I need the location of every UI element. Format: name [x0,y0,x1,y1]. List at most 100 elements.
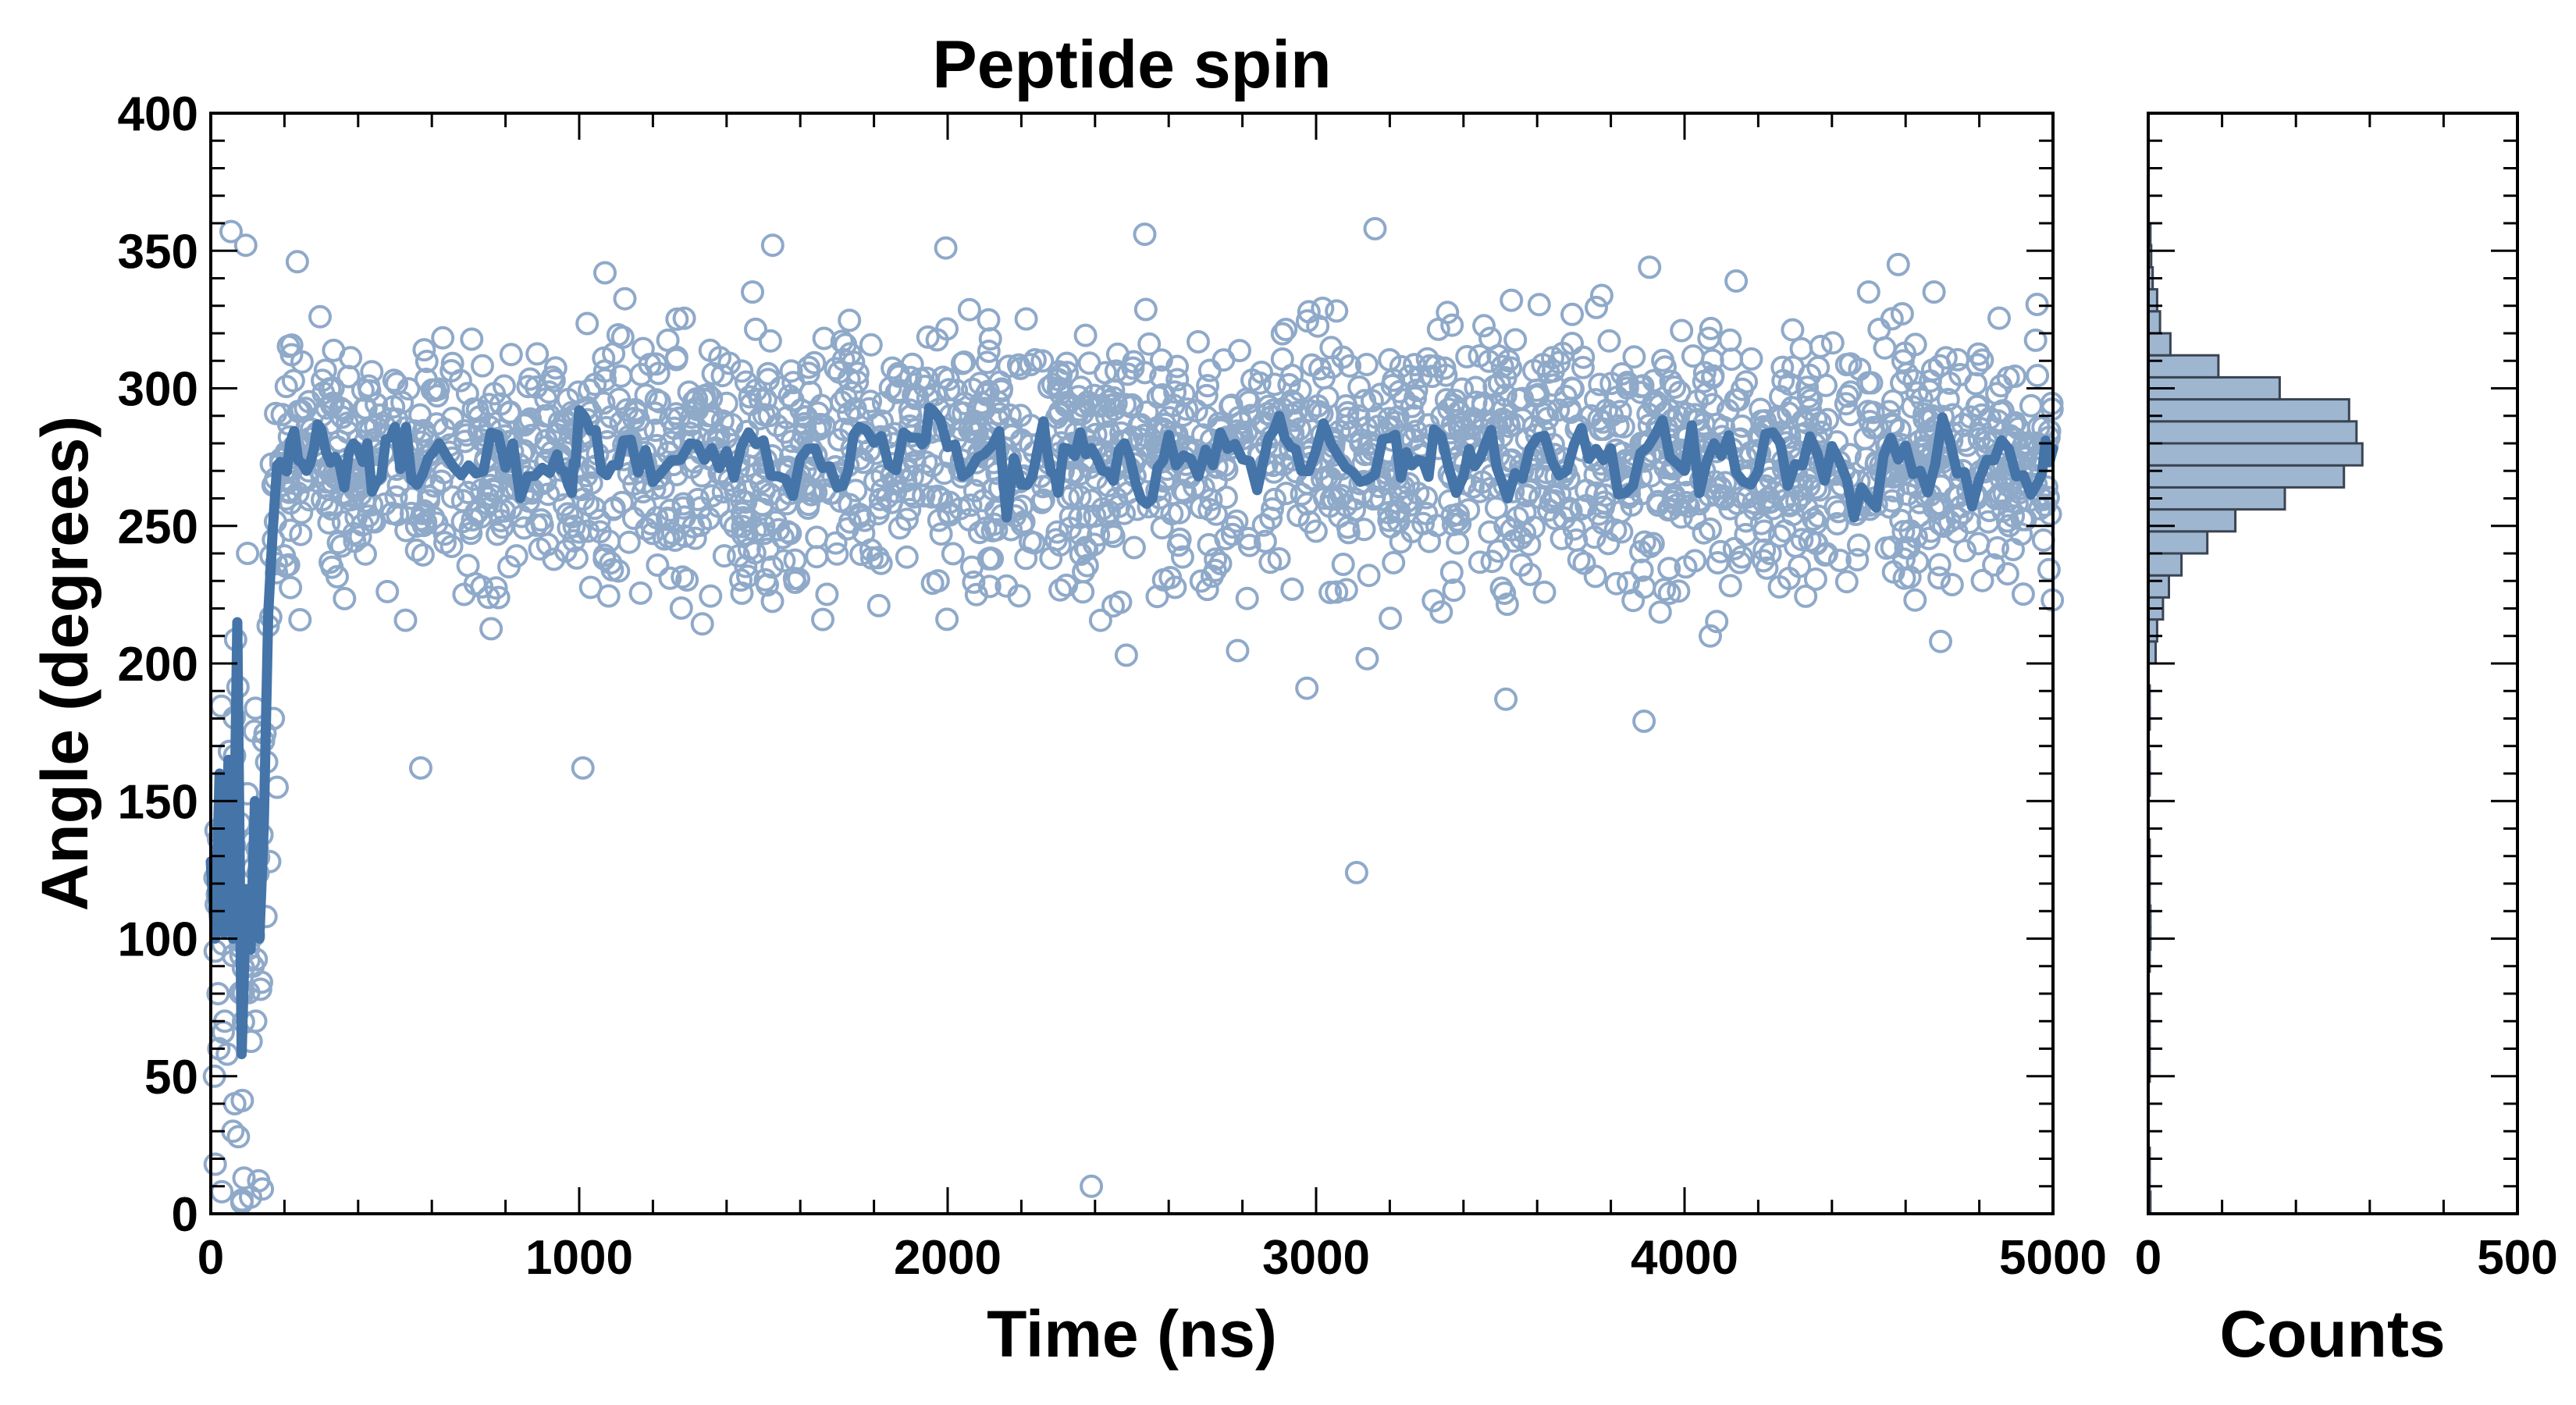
scatter-point [1397,364,1421,388]
scatter-point [1641,532,1665,556]
scatter-point [978,327,1002,351]
scatter-point [1648,600,1672,624]
scatter-point-outlier [760,233,785,258]
scatter-point [1195,578,1219,602]
scatter-point [417,489,440,513]
scatter-point [1571,345,1596,369]
scatter-point [1331,553,1355,576]
scatter-point [1137,332,1162,356]
scatter-point [1357,564,1381,588]
scatter-point [866,593,891,617]
scatter-point [1945,347,1969,372]
x-tick-label: 5000 [1999,1231,2107,1285]
scatter-point [1752,549,1775,573]
scatter-point [912,484,936,508]
scatter-point [463,571,487,596]
scatter-point [731,523,755,547]
scatter-point [1353,389,1377,413]
scatter-point [1937,371,1962,395]
x-axis-label: Time (ns) [987,1297,1277,1371]
scatter-point [592,346,616,370]
scatter-point [688,496,713,520]
y-axis-label: Angle (degrees) [28,416,101,912]
scatter-point [1306,314,1330,338]
scatter-point [1506,387,1530,411]
scatter-point [937,378,961,402]
scatter-point [1996,366,2020,389]
scatter-point [656,507,680,532]
scatter-point [440,407,464,430]
scatter-point [1115,362,1140,386]
scatter-point [758,329,782,353]
scatter-point [741,280,764,304]
scatter-point [797,355,820,379]
scatter-point [1165,354,1190,379]
scatter-point [1622,345,1646,369]
scatter-point [1253,529,1277,553]
scatter-point [264,401,288,425]
scatter-point [1674,555,1698,579]
histogram-bar [2147,332,2172,357]
scatter-point [289,522,313,546]
scatter-point [1834,570,1859,594]
scatter-point [1145,585,1169,609]
scatter-point [701,361,725,386]
scatter-point [756,368,781,392]
scatter-point [1190,423,1215,447]
scatter-point [935,607,959,631]
scatter-point [1175,397,1199,422]
scatter-point [432,522,457,546]
scatter-point [274,375,298,399]
scatter-point [1856,280,1880,304]
scatter-point-outlier [571,756,595,780]
scatter-point [796,493,820,517]
scatter-point [1446,400,1471,424]
scatter-point [1632,575,1656,599]
scatter-point [461,508,485,532]
scatter-point [1720,347,1744,372]
scatter-point-outlier [1929,629,1952,653]
scatter-point [384,485,408,509]
scatter-point [960,555,984,579]
histogram-x-axis-label: Counts [2219,1297,2445,1371]
y-tick-label: 150 [118,775,198,829]
scatter-point [343,529,367,553]
scatter-point [1041,372,1065,397]
scatter-point [1794,584,1818,608]
scatter-point [1352,518,1376,542]
scatter-point [1739,347,1763,371]
scatter-point [830,329,854,354]
scatter-point [1311,467,1334,491]
scatter-point [459,521,483,546]
scatter-point [1274,482,1298,506]
scatter-point [997,354,1021,379]
main-plot-area: 0 1000 2000 3000 4000 5000 0 50 100 150 200 250 300… [118,87,2107,1285]
scatter-point [1121,356,1145,380]
scatter-point [1987,306,2011,330]
scatter-point [1160,502,1184,526]
scatter-point [1006,353,1030,377]
scatter-point [1434,388,1458,412]
scatter-point [1925,492,1949,516]
scatter-point [281,368,305,393]
scatter-point [333,586,357,610]
scatter-point [1280,363,1304,387]
scatter-point [393,608,418,632]
y-tick-label: 200 [118,638,198,692]
scatter-point [631,417,655,441]
scatter-point [1974,425,1998,450]
x-tick-label: 4000 [1631,1231,1738,1285]
scatter-point [706,494,731,518]
scatter-point [497,555,521,579]
scatter-point [719,509,743,533]
scatter-point [1881,389,1905,413]
scatter-point [331,510,355,534]
scatter-point [1377,500,1401,525]
scatter-point [937,500,961,525]
scatter-point [968,372,992,396]
scatter-point [382,368,406,393]
scatter-point [1902,368,1927,393]
scatter-point [633,494,657,518]
scatter-point [450,489,475,513]
scatter-point [1379,514,1403,539]
